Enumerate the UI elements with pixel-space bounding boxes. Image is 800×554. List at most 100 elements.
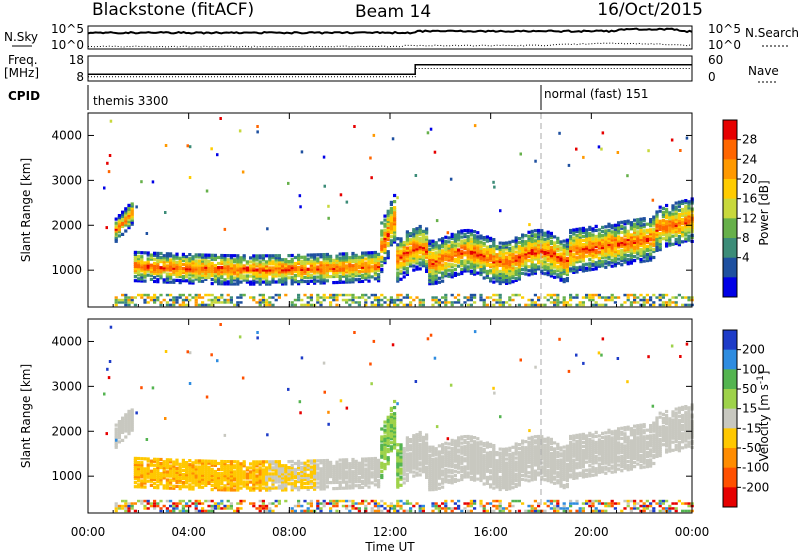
power-echo-cell: [201, 269, 205, 273]
velocity-echo-cell: [357, 479, 361, 484]
power-echo-cell: [396, 273, 400, 277]
power-echo-cell: [626, 249, 630, 254]
velocity-echo-cell: [389, 406, 393, 410]
velocity-echo-cell: [309, 461, 313, 465]
power-echo-cell: [569, 251, 573, 255]
velocity-echo-cell: [367, 471, 371, 475]
power-echo-cell: [204, 275, 208, 279]
power-echo-cell: [386, 225, 390, 229]
power-echo-cell: [137, 273, 141, 277]
power-echo-cell: [639, 243, 643, 247]
power-speck: [647, 149, 650, 153]
velocity-echo-cell: [284, 486, 288, 490]
power-echo-cell: [601, 229, 605, 233]
power-echo-cell: [313, 257, 317, 261]
power-echo-cell: [309, 273, 313, 277]
power-echo-cell: [146, 251, 150, 255]
power-echo-cell: [402, 253, 406, 257]
velocity-echo-cell: [277, 472, 281, 476]
velocity-echo-cell: [322, 471, 326, 475]
power-echo-cell: [585, 250, 589, 254]
power-echo-cell: [578, 229, 582, 233]
velocity-echo-cell: [213, 475, 217, 480]
power-echo-cell: [373, 259, 377, 263]
velocity-clutter-cell: [290, 507, 294, 510]
power-echo-cell: [121, 210, 125, 214]
power-clutter-cell: [373, 296, 377, 299]
power-echo-cell: [511, 261, 515, 266]
velocity-echo-cell: [137, 471, 141, 475]
velocity-clutter-cell: [124, 502, 128, 505]
power-echo-cell: [386, 223, 390, 227]
velocity-echo-cell: [277, 480, 281, 484]
power-echo-cell: [181, 269, 185, 273]
power-echo-cell: [668, 213, 672, 217]
velocity-clutter-cell: [418, 507, 422, 510]
power-echo-cell: [594, 236, 598, 241]
power-echo-cell: [639, 221, 643, 225]
power-echo-cell: [181, 279, 185, 283]
power-echo-cell: [476, 247, 480, 251]
power-echo-cell: [418, 245, 422, 249]
power-echo-cell: [575, 270, 579, 274]
power-echo-cell: [444, 272, 448, 276]
power-echo-cell: [364, 277, 368, 281]
power-echo-cell: [402, 247, 406, 251]
power-echo-cell: [367, 259, 371, 263]
velocity-echo-cell: [441, 479, 445, 483]
power-echo-cell: [252, 256, 256, 260]
velocity-echo-cell: [421, 443, 425, 448]
velocity-echo-cell: [412, 464, 416, 468]
power-echo-cell: [409, 258, 413, 262]
power-echo-cell: [143, 273, 147, 277]
power-clutter-cell: [466, 298, 470, 302]
power-clutter-cell: [348, 298, 352, 302]
power-echo-cell: [597, 232, 601, 236]
velocity-clutter-cell: [194, 502, 198, 505]
power-echo-cell: [581, 251, 585, 255]
power-speck: [528, 223, 531, 227]
date-title: 16/Oct/2015: [597, 0, 703, 20]
power-echo-cell: [549, 262, 553, 266]
power-clutter-cell: [367, 296, 371, 299]
velocity-echo-cell: [274, 470, 278, 474]
power-echo-cell: [553, 269, 557, 273]
power-echo-cell: [425, 245, 429, 249]
power-echo-cell: [431, 239, 435, 243]
power-clutter-cell: [508, 298, 512, 302]
power-echo-cell: [178, 270, 182, 275]
velocity-echo-cell: [127, 423, 131, 428]
power-echo-cell: [517, 245, 521, 249]
velocity-echo-cell: [213, 486, 217, 490]
velocity-clutter-cell: [361, 502, 365, 505]
velocity-echo-cell: [178, 462, 182, 466]
power-clutter-cell: [546, 293, 550, 297]
velocity-echo-cell: [249, 470, 253, 474]
velocity-echo-cell: [197, 477, 201, 481]
power-echo-cell: [114, 225, 118, 229]
power-echo-cell: [665, 208, 669, 212]
power-echo-cell: [565, 262, 569, 266]
velocity-echo-cell: [338, 482, 342, 486]
power-echo-cell: [399, 263, 403, 267]
velocity-echo-cell: [409, 454, 413, 458]
power-clutter-cell: [389, 301, 393, 304]
velocity-echo-cell: [207, 467, 211, 471]
velocity-clutter-cell: [364, 509, 368, 513]
velocity-echo-cell: [389, 418, 393, 423]
velocity-echo-cell: [441, 449, 445, 453]
power-echo-cell: [540, 239, 544, 243]
power-echo-cell: [319, 273, 323, 277]
power-echo-cell: [249, 280, 253, 284]
power-echo-cell: [441, 273, 445, 277]
velocity-echo-cell: [412, 466, 416, 470]
power-echo-cell: [508, 246, 512, 250]
velocity-clutter-cell: [220, 502, 224, 505]
velocity-echo-cell: [345, 476, 349, 480]
velocity-echo-cell: [319, 471, 323, 475]
velocity-clutter-cell: [373, 499, 377, 503]
velocity-echo-cell: [191, 465, 195, 469]
velocity-echo-cell: [258, 470, 262, 474]
power-echo-cell: [553, 253, 557, 257]
power-echo-cell: [530, 252, 534, 256]
